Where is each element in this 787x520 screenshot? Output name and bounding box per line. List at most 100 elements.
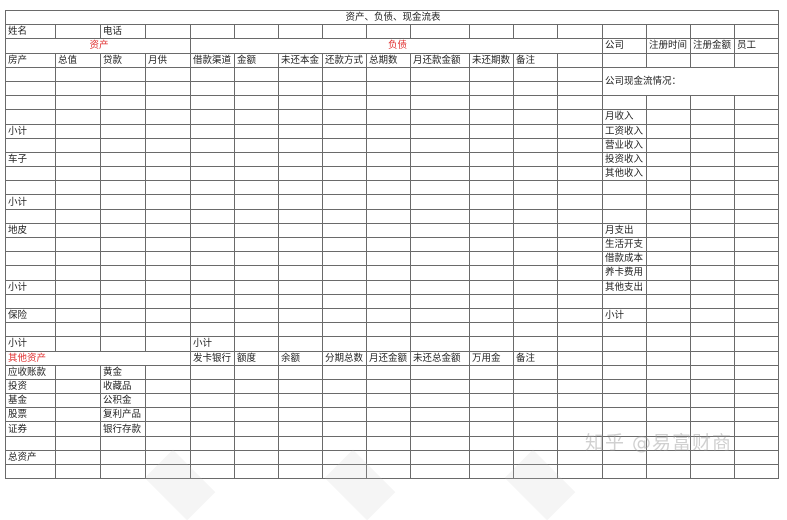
empty-cell[interactable] (513, 364, 558, 380)
empty-cell[interactable] (410, 208, 470, 224)
empty-cell[interactable] (322, 208, 367, 224)
empty-cell[interactable] (5, 95, 56, 111)
empty-cell[interactable] (646, 251, 691, 267)
empty-cell[interactable] (557, 166, 603, 182)
empty-cell[interactable] (366, 180, 411, 196)
empty-cell[interactable] (646, 208, 691, 224)
empty-cell[interactable] (278, 236, 323, 253)
empty-cell[interactable] (190, 435, 235, 451)
empty-cell[interactable] (278, 151, 323, 168)
cell-label[interactable]: 小计 (5, 336, 56, 352)
empty-cell[interactable] (278, 166, 323, 182)
cell-label[interactable]: 月还款金额 (410, 52, 470, 68)
empty-cell[interactable] (690, 265, 735, 281)
empty-cell[interactable] (690, 109, 735, 125)
empty-cell[interactable] (646, 52, 691, 68)
empty-cell[interactable] (690, 407, 735, 423)
empty-cell[interactable] (690, 123, 735, 139)
cell-label[interactable]: 金额 (234, 52, 279, 68)
empty-cell[interactable] (234, 251, 279, 267)
empty-cell[interactable] (322, 251, 367, 267)
empty-cell[interactable] (278, 80, 323, 97)
empty-cell[interactable] (690, 52, 735, 68)
empty-cell[interactable] (234, 236, 279, 253)
empty-cell[interactable] (513, 407, 558, 423)
empty-cell[interactable] (410, 279, 470, 295)
empty-cell[interactable] (145, 66, 191, 82)
empty-cell[interactable] (100, 307, 146, 324)
cell-label[interactable]: 总资产 (5, 449, 56, 466)
empty-cell[interactable] (557, 151, 603, 168)
empty-cell[interactable] (410, 449, 470, 466)
empty-cell[interactable] (322, 307, 367, 324)
empty-cell[interactable] (234, 265, 279, 281)
empty-cell[interactable] (734, 166, 779, 182)
empty-cell[interactable] (690, 364, 735, 380)
empty-cell[interactable] (602, 463, 647, 480)
empty-cell[interactable] (734, 222, 779, 239)
empty-cell[interactable] (646, 336, 691, 352)
empty-cell[interactable] (602, 208, 647, 224)
empty-cell[interactable] (513, 322, 558, 338)
empty-cell[interactable] (366, 166, 411, 182)
empty-cell[interactable] (234, 137, 279, 153)
empty-cell[interactable] (366, 95, 411, 111)
empty-cell[interactable] (100, 463, 146, 480)
empty-cell[interactable] (100, 293, 146, 309)
empty-cell[interactable] (557, 307, 603, 324)
empty-cell[interactable] (690, 378, 735, 395)
empty-cell[interactable] (145, 222, 191, 239)
empty-cell[interactable] (55, 322, 101, 338)
empty-cell[interactable] (646, 293, 691, 309)
empty-cell[interactable] (5, 435, 56, 451)
empty-cell[interactable] (410, 194, 470, 210)
empty-cell[interactable] (5, 265, 56, 281)
empty-cell[interactable] (366, 407, 411, 423)
empty-cell[interactable] (366, 279, 411, 295)
empty-cell[interactable] (145, 123, 191, 139)
empty-cell[interactable] (602, 293, 647, 309)
empty-cell[interactable] (234, 123, 279, 139)
empty-cell[interactable] (5, 66, 56, 82)
empty-cell[interactable] (234, 307, 279, 324)
cell-label[interactable]: 小计 (5, 279, 56, 295)
cell-label[interactable]: 总期数 (366, 52, 411, 68)
empty-cell[interactable] (410, 322, 470, 338)
empty-cell[interactable] (513, 251, 558, 267)
empty-cell[interactable] (100, 80, 146, 97)
empty-cell[interactable] (557, 95, 603, 111)
empty-cell[interactable] (734, 208, 779, 224)
empty-cell[interactable] (55, 265, 101, 281)
cell-label[interactable]: 员工 (734, 38, 779, 54)
empty-cell[interactable] (234, 95, 279, 111)
empty-cell[interactable] (190, 222, 235, 239)
empty-cell[interactable] (234, 194, 279, 210)
empty-cell[interactable] (234, 80, 279, 97)
empty-cell[interactable] (100, 123, 146, 139)
empty-cell[interactable] (690, 151, 735, 168)
empty-cell[interactable] (190, 407, 235, 423)
empty-cell[interactable] (557, 463, 603, 480)
cell-label[interactable]: 月还金额 (366, 350, 411, 366)
empty-cell[interactable] (646, 151, 691, 168)
empty-cell[interactable] (100, 336, 146, 352)
empty-cell[interactable] (234, 364, 279, 380)
empty-cell[interactable] (734, 137, 779, 153)
empty-cell[interactable] (602, 24, 647, 40)
empty-cell[interactable] (410, 166, 470, 182)
cell-label[interactable]: 资产 (5, 38, 191, 54)
empty-cell[interactable] (557, 407, 603, 423)
empty-cell[interactable] (55, 95, 101, 111)
empty-cell[interactable] (690, 236, 735, 253)
empty-cell[interactable] (469, 435, 514, 451)
empty-cell[interactable] (513, 95, 558, 111)
empty-cell[interactable] (5, 208, 56, 224)
empty-cell[interactable] (513, 293, 558, 309)
cell-label[interactable]: 还款方式 (322, 52, 367, 68)
empty-cell[interactable] (690, 180, 735, 196)
sheet-title[interactable]: 资产、负债、现金流表 (5, 9, 779, 26)
empty-cell[interactable] (734, 293, 779, 309)
empty-cell[interactable] (55, 307, 101, 324)
empty-cell[interactable] (646, 109, 691, 125)
empty-cell[interactable] (513, 166, 558, 182)
